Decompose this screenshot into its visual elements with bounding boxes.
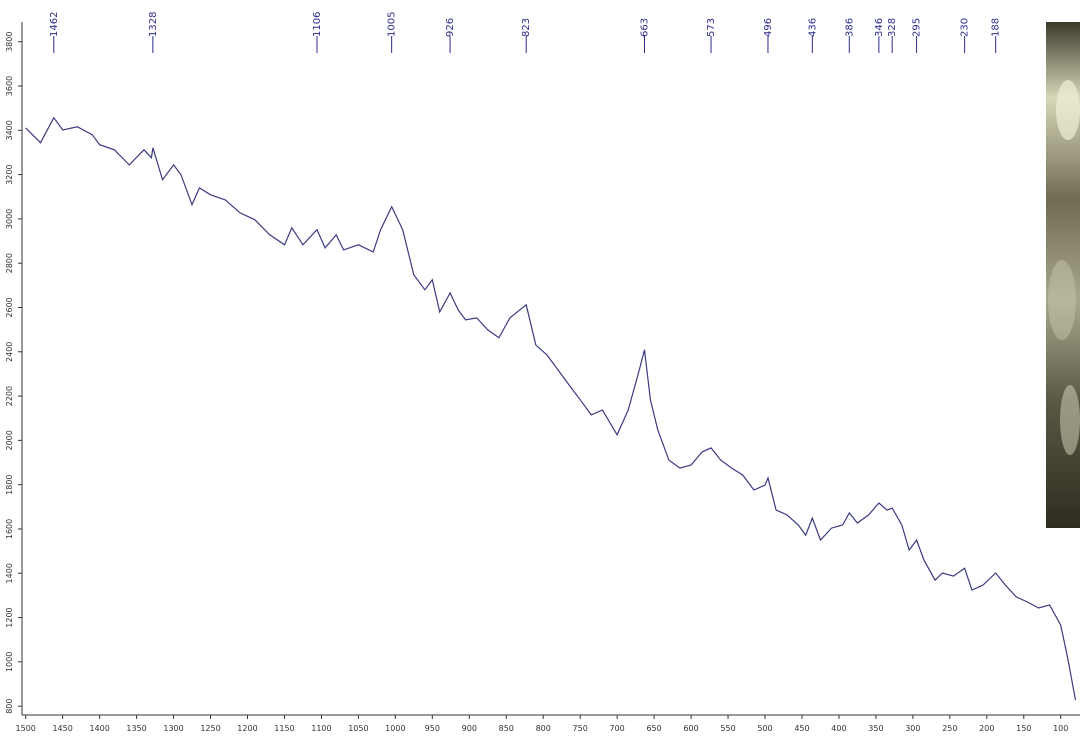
peak-label: 1328 <box>148 12 159 37</box>
peak-label: 1462 <box>49 12 60 37</box>
y-tick-label: 3600 <box>5 76 14 96</box>
x-tick-label: 150 <box>1016 724 1031 733</box>
y-tick-label: 2600 <box>5 297 14 317</box>
peak-label: 328 <box>887 18 898 37</box>
x-tick-label: 200 <box>979 724 994 733</box>
x-tick-label: 1000 <box>385 724 405 733</box>
photo-highlight <box>1060 385 1080 455</box>
x-tick-label: 350 <box>868 724 883 733</box>
y-tick-label: 2200 <box>5 386 14 406</box>
x-tick-label: 900 <box>462 724 477 733</box>
peak-label: 573 <box>706 18 717 37</box>
x-tick-label: 1200 <box>237 724 257 733</box>
y-tick-label: 2400 <box>5 342 14 362</box>
x-tick-label: 300 <box>905 724 920 733</box>
x-tick-label: 450 <box>794 724 809 733</box>
peak-label: 386 <box>844 18 855 37</box>
x-tick-label: 750 <box>573 724 588 733</box>
photo-highlight <box>1056 80 1080 140</box>
peak-label: 496 <box>763 18 774 37</box>
x-tick-label: 950 <box>425 724 440 733</box>
x-tick-label: 100 <box>1053 724 1068 733</box>
x-tick-label: 1450 <box>52 724 72 733</box>
x-tick-label: 400 <box>831 724 846 733</box>
peak-label: 663 <box>640 18 651 37</box>
y-tick-label: 1400 <box>5 563 14 583</box>
x-tick-label: 700 <box>610 724 625 733</box>
x-tick-label: 1250 <box>200 724 220 733</box>
y-tick-label: 800 <box>5 699 14 714</box>
peak-label: 295 <box>912 18 923 37</box>
peak-label: 230 <box>960 18 971 37</box>
y-tick-label: 2000 <box>5 430 14 450</box>
peak-label: 1005 <box>387 12 398 37</box>
peak-label: 436 <box>807 18 818 37</box>
x-tick-label: 650 <box>646 724 661 733</box>
x-tick-label: 600 <box>683 724 698 733</box>
y-tick-label: 3000 <box>5 209 14 229</box>
x-tick-label: 550 <box>720 724 735 733</box>
peak-label: 346 <box>874 18 885 37</box>
y-tick-label: 3400 <box>5 120 14 140</box>
x-tick-label: 500 <box>757 724 772 733</box>
y-tick-label: 1600 <box>5 519 14 539</box>
photo-highlight <box>1048 260 1076 340</box>
x-tick-label: 1400 <box>89 724 109 733</box>
y-tick-label: 1000 <box>5 652 14 672</box>
y-tick-label: 3800 <box>5 32 14 52</box>
x-tick-label: 1050 <box>348 724 368 733</box>
peak-label: 188 <box>991 18 1002 37</box>
x-tick-label: 1300 <box>163 724 183 733</box>
y-tick-label: 1200 <box>5 607 14 627</box>
y-tick-label: 3200 <box>5 164 14 184</box>
peak-label: 1106 <box>312 12 323 37</box>
spectrum-line <box>25 116 1077 701</box>
x-tick-label: 1350 <box>126 724 146 733</box>
peak-label: 926 <box>445 18 456 37</box>
x-tick-label: 250 <box>942 724 957 733</box>
y-tick-label: 2800 <box>5 253 14 273</box>
x-tick-label: 1150 <box>274 724 294 733</box>
x-tick-label: 850 <box>499 724 514 733</box>
y-tick-label: 1800 <box>5 474 14 494</box>
peak-label: 823 <box>521 18 532 37</box>
x-tick-label: 1500 <box>16 724 36 733</box>
x-tick-label: 800 <box>536 724 551 733</box>
x-tick-label: 1100 <box>311 724 331 733</box>
